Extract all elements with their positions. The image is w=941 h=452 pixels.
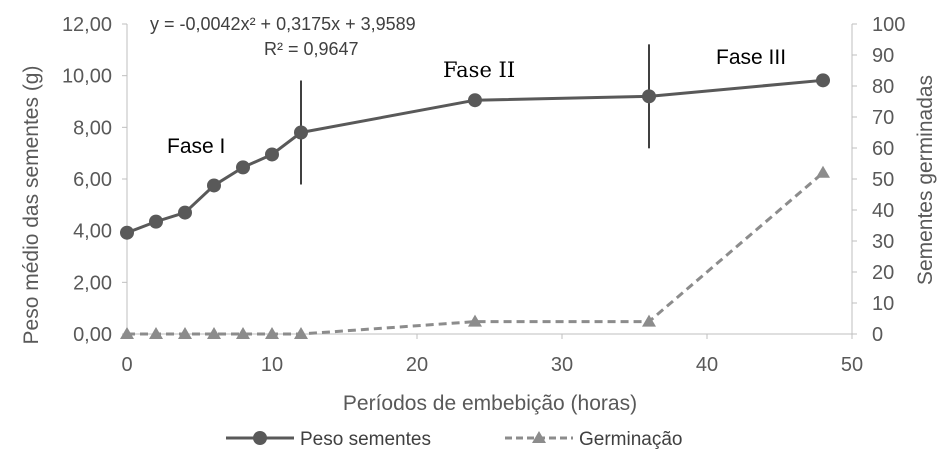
y-tick-label: 10,00 xyxy=(62,66,112,88)
data-point-peso xyxy=(236,160,250,175)
legend-label-germinacao: Germinação xyxy=(579,429,683,450)
legend-item-peso: Peso sementes xyxy=(226,429,431,450)
data-point-germinacao xyxy=(816,165,830,178)
y-tick-label: 0,00 xyxy=(73,324,112,346)
series-line-germinacao xyxy=(127,171,824,336)
y2-tick-label: 0 xyxy=(872,324,883,346)
x-tick-label: 0 xyxy=(121,354,132,376)
data-point-germinacao xyxy=(236,327,250,339)
y-tick-label: 4,00 xyxy=(73,221,112,243)
data-point-germinacao xyxy=(294,327,308,339)
y-tick-label: 2,00 xyxy=(73,272,112,294)
r-squared-annotation: R² = 0,9647 xyxy=(264,39,359,59)
data-point-germinacao xyxy=(642,314,656,327)
y-tick-label: 8,00 xyxy=(73,117,112,139)
y2-tick-label: 40 xyxy=(872,200,894,222)
x-tick-label: 20 xyxy=(406,354,428,376)
y-tick-labels: 0,00 2,00 4,00 6,00 8,00 10,00 12,00 xyxy=(62,14,112,346)
data-point-peso xyxy=(120,225,134,240)
data-point-peso xyxy=(178,205,192,220)
y2-tick-label: 90 xyxy=(872,45,894,67)
y-tick-label: 6,00 xyxy=(73,169,112,191)
y2-tick-label: 100 xyxy=(872,14,905,36)
legend-label-peso: Peso sementes xyxy=(300,429,431,450)
x-tick-label: 10 xyxy=(261,354,283,376)
y2-axis-title: Sementes germinadas xyxy=(914,75,937,285)
x-tick-labels: 0 10 20 30 40 50 xyxy=(121,354,863,376)
data-point-peso xyxy=(265,147,279,162)
phase-1-label: Fase I xyxy=(167,135,225,158)
data-point-germinacao xyxy=(178,327,192,339)
data-point-peso xyxy=(642,89,656,104)
data-point-germinacao xyxy=(468,314,482,327)
legend: Peso sementes Germinação xyxy=(226,429,683,450)
x-tick-label: 30 xyxy=(551,354,573,376)
phase-3-label: Fase III xyxy=(716,46,786,69)
series-line-peso xyxy=(126,78,824,235)
legend-marker-germinacao xyxy=(532,431,546,443)
y2-tick-label: 30 xyxy=(872,231,894,253)
data-point-peso xyxy=(149,214,163,229)
y-tick-label: 12,00 xyxy=(62,14,112,36)
y2-tick-labels: 0 10 20 30 40 50 60 70 80 90 100 xyxy=(872,14,905,346)
data-point-germinacao xyxy=(149,327,163,339)
data-point-peso xyxy=(207,178,221,193)
legend-item-germinacao: Germinação xyxy=(505,429,683,450)
y2-tick-label: 80 xyxy=(872,76,894,98)
y2-tick-label: 60 xyxy=(872,138,894,160)
equation-annotation: y = -0,0042x² + 0,3175x + 3,9589 xyxy=(150,14,416,34)
y2-tick-label: 20 xyxy=(872,262,894,284)
x-tick-label: 40 xyxy=(696,354,718,376)
phase-2-label: Fase II xyxy=(443,58,515,82)
data-point-peso xyxy=(294,125,308,140)
y-axis-title: Peso médio das sementes (g) xyxy=(20,66,43,345)
data-point-germinacao xyxy=(207,327,221,339)
series-layer xyxy=(120,73,830,339)
x-tick-label: 50 xyxy=(841,354,863,376)
y2-tick-label: 70 xyxy=(872,107,894,129)
data-point-peso xyxy=(816,73,830,88)
data-point-germinacao xyxy=(265,327,279,339)
y2-tick-label: 10 xyxy=(872,293,894,315)
y2-tick-label: 50 xyxy=(872,169,894,191)
x-axis-title: Períodos de embebição (horas) xyxy=(343,392,637,415)
legend-marker-peso xyxy=(253,431,267,445)
data-point-peso xyxy=(468,93,482,108)
data-point-germinacao xyxy=(120,327,134,339)
